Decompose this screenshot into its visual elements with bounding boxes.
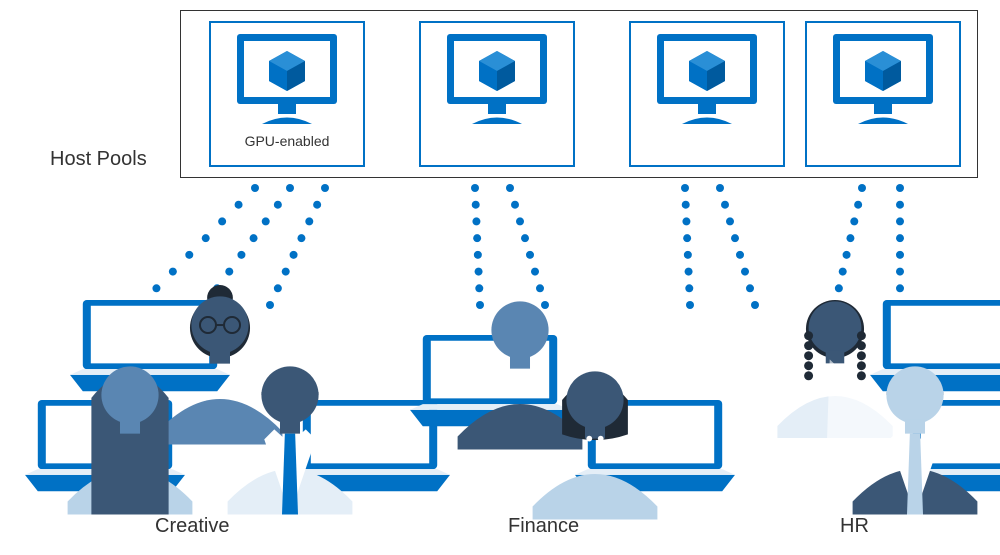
group-label-creative: Creative (155, 515, 229, 538)
group-label-hr: HR (840, 515, 869, 538)
group-label-finance: Finance (508, 515, 579, 538)
connections-layer (136, 184, 904, 309)
scene-svg (0, 0, 1000, 555)
person-icon (777, 300, 892, 438)
diagram-canvas: Host Pools GPU-enabled (0, 0, 1000, 555)
